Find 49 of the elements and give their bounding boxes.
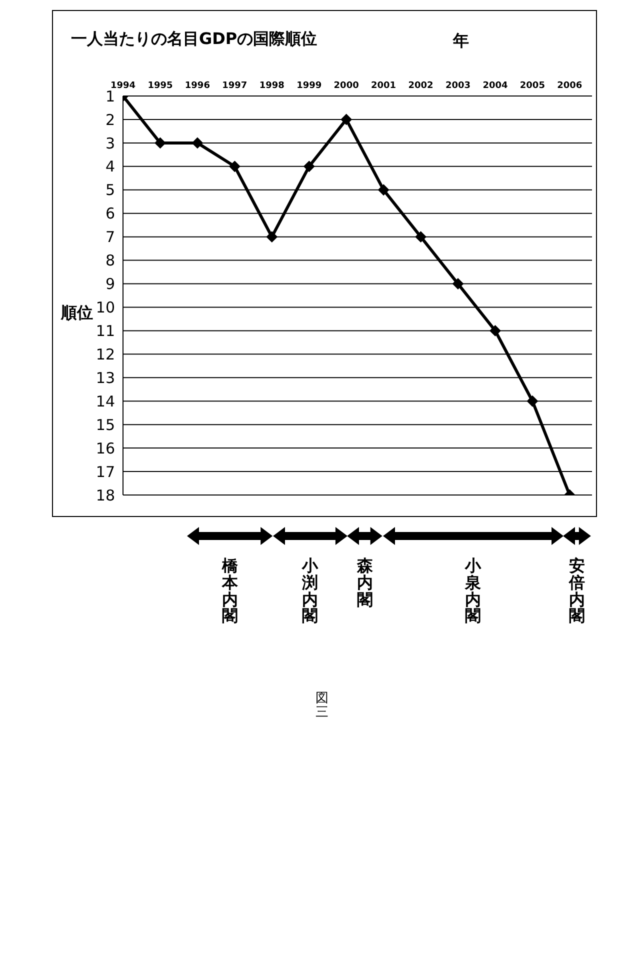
- y-tick-label: 10: [96, 298, 115, 317]
- y-tick-label: 13: [96, 368, 115, 387]
- y-tick-label: 17: [96, 462, 115, 481]
- text: 森内閣: [356, 556, 373, 609]
- point: [340, 114, 352, 125]
- x-tick-label: 1998: [259, 81, 284, 91]
- y-tick-label: 3: [105, 134, 115, 152]
- point: [266, 231, 278, 242]
- text: 橋本内閣: [222, 556, 238, 626]
- y-tick-label: 18: [96, 486, 115, 504]
- point: [378, 184, 390, 196]
- text: 小泉内閣: [464, 556, 481, 626]
- y-tick-label: 11: [96, 322, 115, 340]
- text: 図三: [316, 691, 328, 720]
- y-axis-title: 順位: [61, 303, 93, 324]
- x-tick-label: 2006: [557, 81, 582, 91]
- y-tick-label: 8: [105, 252, 115, 270]
- x-tick-label: 2003: [445, 81, 471, 91]
- x-tick-label: 2005: [520, 81, 545, 91]
- y-tick-label: 4: [105, 158, 115, 176]
- chart-title: 一人当たりの名目GDPの国際順位: [71, 29, 318, 50]
- x-tick-label: 2001: [371, 81, 396, 91]
- x-tick-label: 2000: [334, 81, 359, 91]
- point: [415, 231, 426, 242]
- y-tick-label: 6: [105, 204, 115, 223]
- y-tick-label: 2: [105, 110, 115, 129]
- y-tick-label: 15: [96, 416, 115, 434]
- point: [154, 137, 166, 148]
- x-tick-label: 1996: [184, 81, 210, 91]
- x-tick-label: 2004: [482, 81, 508, 91]
- point: [229, 160, 240, 172]
- y-tick-label: 12: [96, 346, 115, 364]
- y-tick-label: 7: [105, 228, 115, 246]
- y-tick-label: 9: [105, 275, 115, 294]
- y-tick-label: 14: [96, 392, 115, 410]
- point: [304, 160, 315, 172]
- text: 安倍内閣: [569, 556, 586, 626]
- point: [490, 325, 501, 336]
- point: [192, 137, 203, 148]
- x-tick-label: 1999: [296, 81, 322, 91]
- text: 小渕内閣: [302, 556, 318, 626]
- point: [452, 278, 464, 290]
- x-tick-label: 1997: [222, 81, 248, 91]
- x-tick-label: 2002: [408, 81, 434, 91]
- point: [526, 396, 538, 407]
- y-tick-label: 16: [96, 439, 115, 458]
- x-axis-title: 年: [453, 31, 469, 52]
- x-tick-label: 1995: [148, 81, 173, 91]
- y-tick-label: 5: [105, 181, 115, 200]
